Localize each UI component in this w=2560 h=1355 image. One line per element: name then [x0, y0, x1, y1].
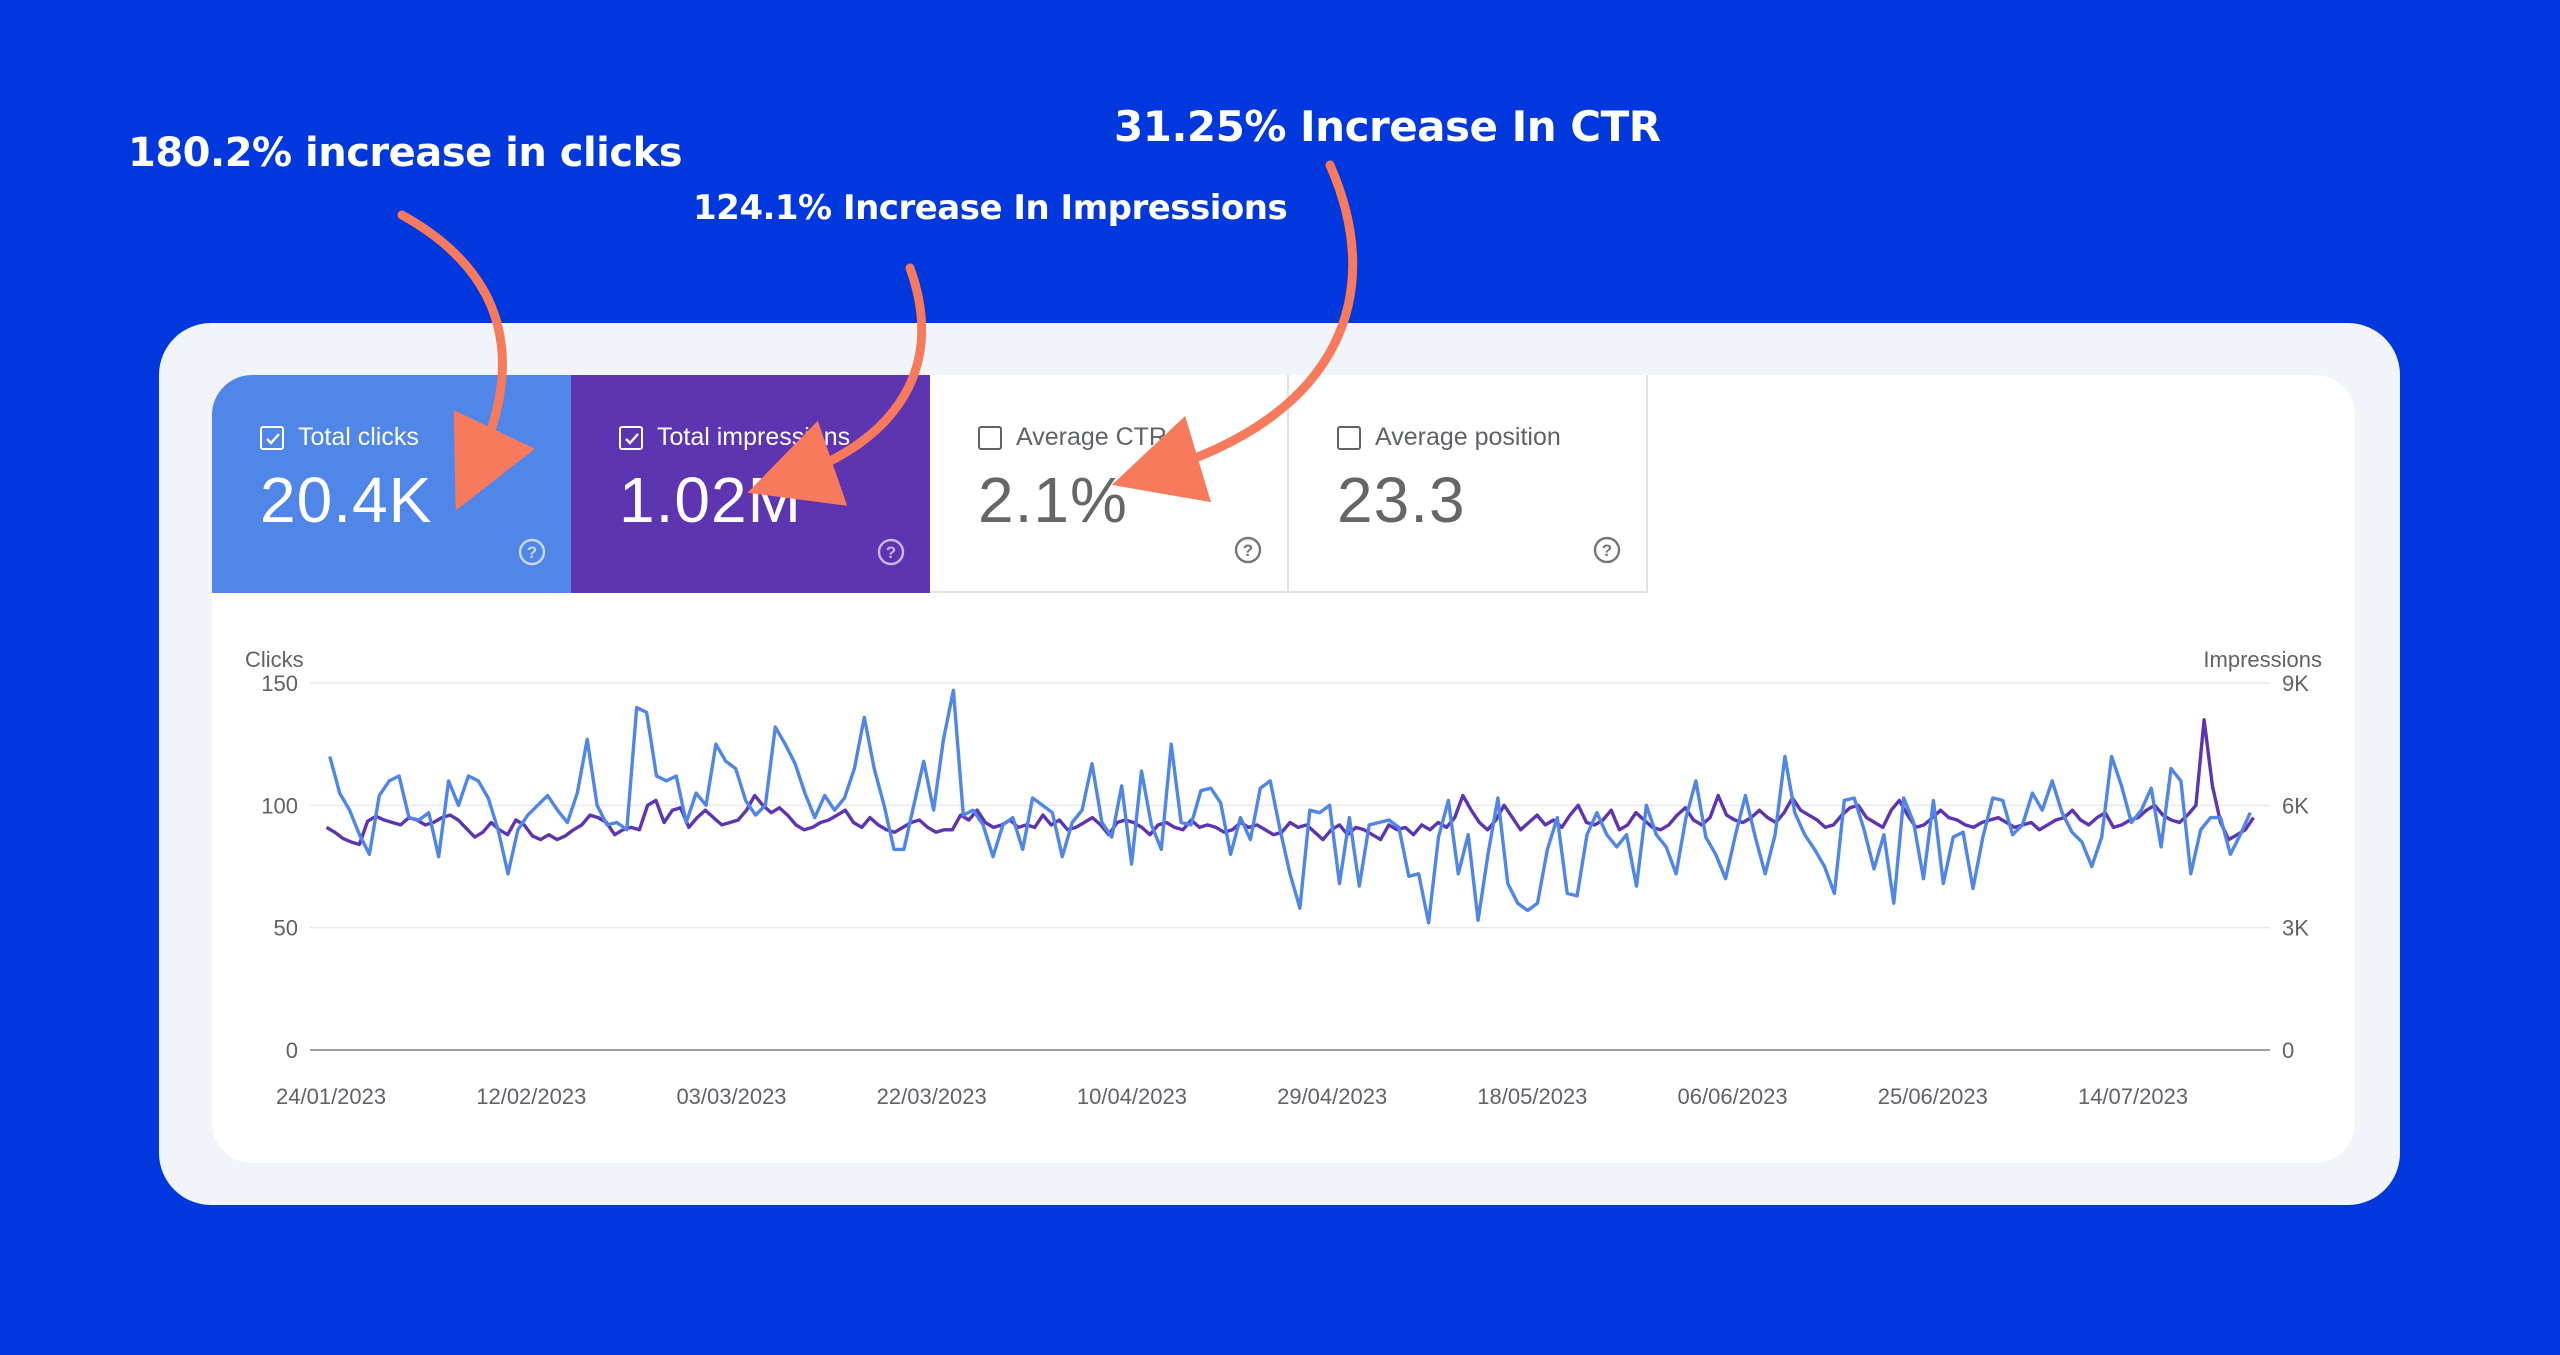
help-circle-icon[interactable]: ? — [1592, 535, 1622, 565]
svg-text:?: ? — [1602, 541, 1612, 560]
x-tick-label: 10/04/2023 — [1077, 1084, 1187, 1109]
svg-text:?: ? — [886, 543, 896, 562]
x-tick-label: 14/07/2023 — [2078, 1084, 2188, 1109]
arrow-to-impressions — [747, 263, 927, 506]
metric-value: 2.1% — [978, 464, 1128, 536]
x-tick-label: 29/04/2023 — [1277, 1084, 1387, 1109]
x-tick-label: 03/03/2023 — [676, 1084, 786, 1109]
x-tick-label: 24/01/2023 — [276, 1084, 386, 1109]
metric-label: Average position — [1375, 423, 1561, 451]
metric-tile-average-position[interactable]: Average position 23.3 ? — [1289, 375, 1648, 593]
y-axis-right-label: Impressions — [2203, 647, 2322, 672]
x-tick-label: 18/05/2023 — [1477, 1084, 1587, 1109]
y-tick-left: 100 — [261, 793, 298, 818]
y-tick-left: 0 — [286, 1038, 298, 1063]
svg-text:?: ? — [527, 543, 537, 562]
checkbox-unchecked-icon[interactable] — [978, 425, 1002, 450]
metric-value: 20.4K — [260, 464, 433, 536]
y-tick-right: 6K — [2282, 793, 2309, 818]
x-tick-label: 12/02/2023 — [476, 1084, 586, 1109]
svg-text:?: ? — [1243, 541, 1253, 560]
y-tick-right: 0 — [2282, 1038, 2294, 1063]
checkbox-checked-icon[interactable] — [619, 425, 643, 450]
arrow-to-clicks — [397, 210, 535, 511]
arrow-to-ctr — [1111, 160, 1358, 503]
y-tick-left: 50 — [274, 916, 298, 941]
annotation-impressions: 124.1% Increase In Impressions — [693, 188, 1288, 228]
annotation-clicks: 180.2% increase in clicks — [128, 130, 683, 176]
annotation-ctr: 31.25% Increase In CTR — [1114, 102, 1661, 151]
y-tick-right: 9K — [2282, 671, 2309, 696]
y-tick-left: 150 — [261, 671, 298, 696]
checkbox-checked-icon[interactable] — [260, 425, 284, 450]
help-circle-icon[interactable]: ? — [876, 537, 906, 567]
help-circle-icon[interactable]: ? — [517, 537, 547, 567]
checkbox-unchecked-icon[interactable] — [1337, 425, 1361, 450]
metric-value: 23.3 — [1337, 464, 1466, 536]
x-tick-label: 06/06/2023 — [1678, 1084, 1788, 1109]
metric-tile-average-ctr[interactable]: Average CTR 2.1% ? — [930, 375, 1289, 593]
performance-line-chart: Clicks Impressions 150 9K 100 6K 50 3K 0 0 24/01/2… — [245, 647, 2322, 1109]
metric-label: Total clicks — [298, 423, 419, 451]
series-line-clicks — [328, 688, 2252, 925]
help-circle-icon[interactable]: ? — [1233, 535, 1263, 565]
y-tick-right: 3K — [2282, 916, 2309, 941]
x-tick-label: 22/03/2023 — [877, 1084, 987, 1109]
x-tick-label: 25/06/2023 — [1878, 1084, 1988, 1109]
y-axis-left-label: Clicks — [245, 647, 304, 672]
